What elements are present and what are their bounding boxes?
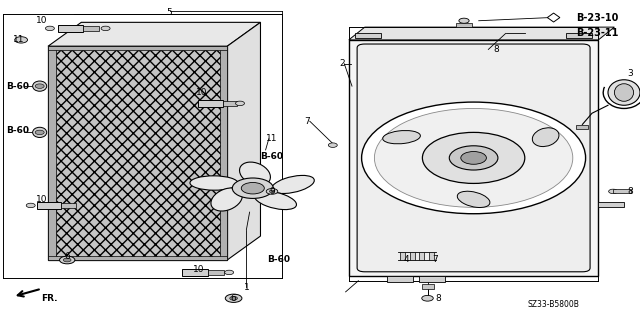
- Text: 1: 1: [244, 283, 249, 292]
- Bar: [598, 202, 624, 207]
- Ellipse shape: [211, 188, 243, 211]
- Text: 2: 2: [340, 59, 345, 68]
- Circle shape: [374, 108, 573, 207]
- Text: B-60: B-60: [267, 256, 290, 264]
- Circle shape: [266, 189, 278, 194]
- Polygon shape: [349, 27, 614, 40]
- Bar: [419, 276, 445, 282]
- Bar: [576, 125, 588, 129]
- Bar: [400, 252, 405, 260]
- Text: 8: 8: [493, 45, 499, 54]
- Circle shape: [449, 146, 498, 170]
- Circle shape: [230, 296, 237, 300]
- Text: 10: 10: [36, 16, 47, 25]
- Polygon shape: [48, 22, 260, 46]
- Ellipse shape: [239, 162, 271, 185]
- Text: 8: 8: [628, 187, 633, 196]
- Text: 10: 10: [36, 195, 47, 204]
- Circle shape: [45, 26, 54, 31]
- Circle shape: [422, 132, 525, 183]
- Text: 7: 7: [433, 256, 438, 264]
- Polygon shape: [547, 13, 560, 22]
- Bar: [223, 101, 237, 106]
- Text: 4: 4: [404, 256, 409, 264]
- Text: 11: 11: [266, 134, 278, 143]
- Ellipse shape: [271, 175, 314, 194]
- Circle shape: [63, 258, 71, 262]
- Circle shape: [60, 256, 75, 264]
- Bar: [419, 252, 424, 260]
- Ellipse shape: [33, 127, 47, 137]
- Text: 6: 6: [231, 294, 236, 303]
- Circle shape: [101, 26, 110, 31]
- Circle shape: [422, 295, 433, 301]
- Bar: [83, 26, 99, 31]
- Bar: [208, 270, 224, 275]
- Bar: [429, 252, 434, 260]
- Circle shape: [35, 84, 44, 88]
- Bar: [387, 276, 413, 282]
- Text: 10: 10: [196, 88, 207, 97]
- Ellipse shape: [458, 191, 490, 207]
- Bar: [566, 33, 592, 38]
- Text: 8: 8: [436, 294, 441, 303]
- Circle shape: [236, 101, 244, 106]
- Text: 10: 10: [193, 265, 204, 274]
- Text: 11: 11: [13, 35, 25, 44]
- Circle shape: [328, 143, 337, 147]
- Circle shape: [232, 178, 273, 198]
- Bar: [422, 284, 434, 289]
- Circle shape: [459, 18, 469, 23]
- Text: 9: 9: [269, 187, 275, 196]
- Bar: [198, 100, 223, 107]
- Circle shape: [225, 294, 242, 302]
- Bar: [37, 202, 61, 209]
- Bar: [613, 189, 631, 193]
- Bar: [456, 23, 472, 27]
- Bar: [61, 203, 76, 208]
- Bar: [58, 25, 83, 32]
- Text: B-23-10: B-23-10: [576, 12, 618, 23]
- Circle shape: [609, 189, 618, 194]
- FancyBboxPatch shape: [357, 44, 590, 272]
- Bar: [182, 269, 208, 276]
- Text: SZ33-B5800B: SZ33-B5800B: [527, 300, 580, 309]
- Text: B-60: B-60: [6, 82, 29, 91]
- Circle shape: [461, 152, 486, 164]
- Circle shape: [35, 130, 44, 135]
- Ellipse shape: [383, 130, 420, 144]
- Polygon shape: [227, 22, 260, 260]
- Circle shape: [362, 102, 586, 214]
- Circle shape: [15, 37, 28, 43]
- Text: 5: 5: [167, 8, 172, 17]
- Ellipse shape: [33, 81, 47, 91]
- Text: 7: 7: [305, 117, 310, 126]
- Circle shape: [26, 203, 35, 208]
- Polygon shape: [48, 256, 227, 260]
- Ellipse shape: [532, 128, 559, 146]
- Bar: [410, 252, 415, 260]
- Polygon shape: [48, 46, 56, 260]
- Ellipse shape: [190, 176, 238, 190]
- Ellipse shape: [255, 191, 296, 210]
- Ellipse shape: [614, 84, 634, 101]
- Circle shape: [269, 190, 275, 193]
- Polygon shape: [220, 46, 227, 260]
- Text: B-60: B-60: [6, 126, 29, 135]
- Text: 3: 3: [628, 69, 633, 78]
- Circle shape: [225, 270, 234, 275]
- Text: B-23-11: B-23-11: [576, 28, 618, 39]
- Polygon shape: [48, 46, 227, 260]
- Bar: [355, 33, 381, 38]
- Ellipse shape: [608, 80, 640, 105]
- Polygon shape: [349, 40, 598, 276]
- Text: FR.: FR.: [42, 294, 58, 303]
- Text: B-60: B-60: [260, 152, 284, 161]
- Text: 6: 6: [65, 252, 70, 261]
- Circle shape: [241, 182, 264, 194]
- Polygon shape: [48, 46, 227, 50]
